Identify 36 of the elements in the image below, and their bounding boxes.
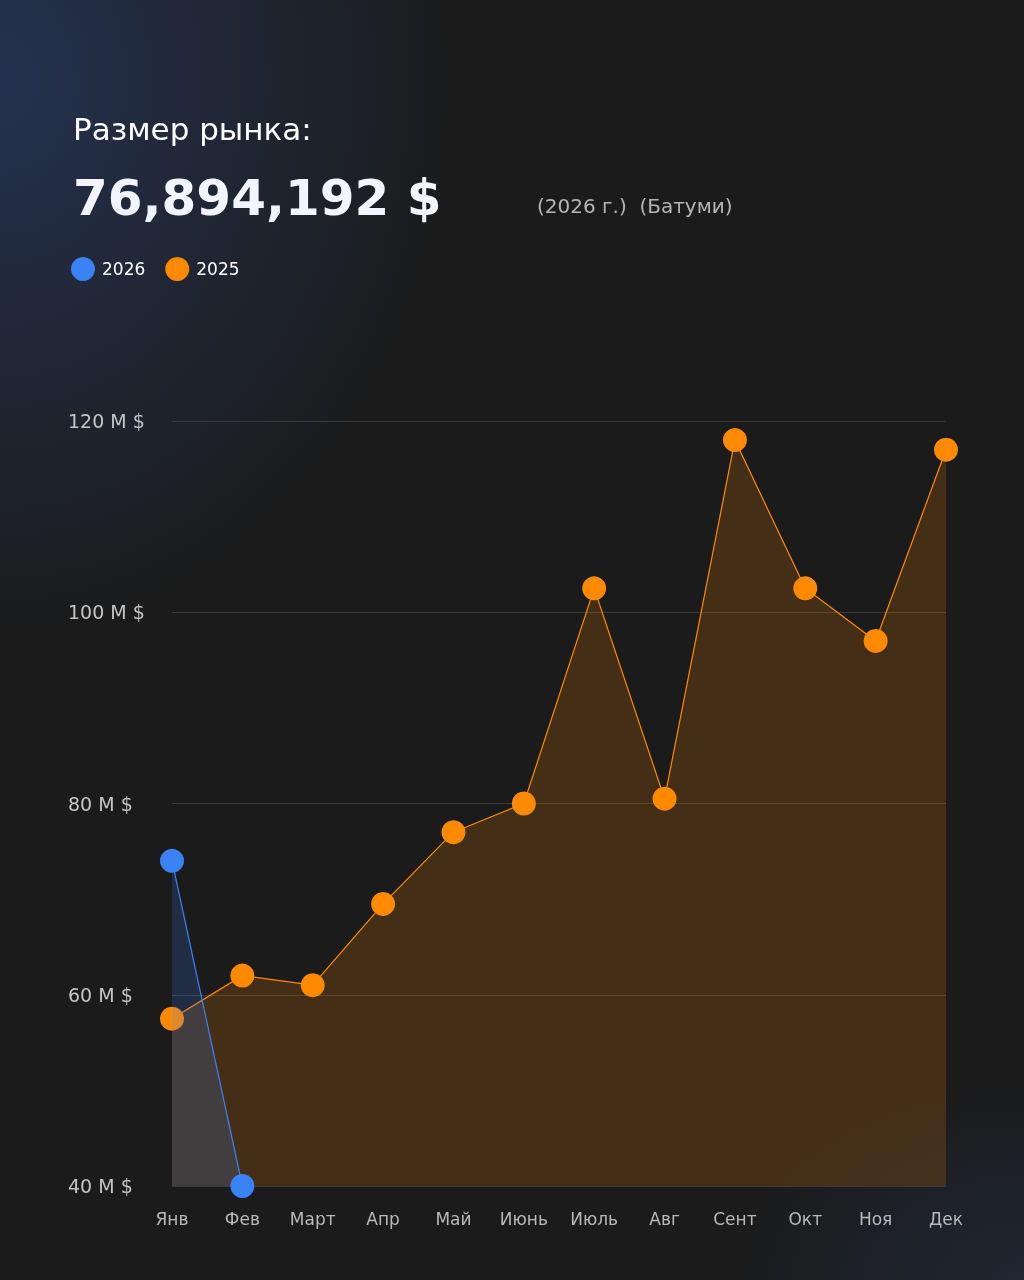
point <box>582 576 607 601</box>
x-tick-label: Авг <box>649 1208 680 1229</box>
point <box>934 437 958 462</box>
point <box>441 820 466 845</box>
text: (2026 г.) (Батуми) <box>537 194 733 218</box>
point <box>793 576 818 601</box>
x-tick-label: Март <box>289 1208 336 1229</box>
legend-label: 2025 <box>196 259 240 279</box>
point <box>722 428 747 453</box>
point <box>371 891 396 916</box>
x-tick-label: Фев <box>224 1208 260 1229</box>
x-tick-label: Июль <box>570 1208 619 1229</box>
y-tick-label: 100 M $ <box>68 601 145 624</box>
x-tick-label: Май <box>435 1208 472 1229</box>
point <box>511 791 536 816</box>
y-tick-label: 40 M $ <box>68 1175 133 1197</box>
point <box>230 963 255 988</box>
chart-subtitle: 76,894,192 $ <box>73 169 442 227</box>
point <box>160 1006 184 1031</box>
y-tick-label: 80 M $ <box>68 792 133 815</box>
x-tick-label: Апр <box>366 1208 400 1229</box>
y-tick-label: 60 M $ <box>68 983 133 1006</box>
point <box>652 786 677 811</box>
point <box>160 848 184 873</box>
x-tick-label: Дек <box>928 1208 964 1229</box>
chart-title: Размер рынка: <box>73 110 312 147</box>
point <box>230 1174 255 1198</box>
x-tick-label: Окт <box>788 1208 823 1229</box>
x-tick-label: Янв <box>155 1208 189 1229</box>
point <box>300 973 325 998</box>
x-tick-label: Июнь <box>499 1208 548 1229</box>
x-tick-label: Сент <box>713 1208 757 1229</box>
y-tick-label: 120 M $ <box>68 410 145 432</box>
legend-label: 2026 <box>102 259 146 279</box>
point <box>863 628 888 653</box>
x-tick-label: Ноя <box>858 1208 893 1229</box>
